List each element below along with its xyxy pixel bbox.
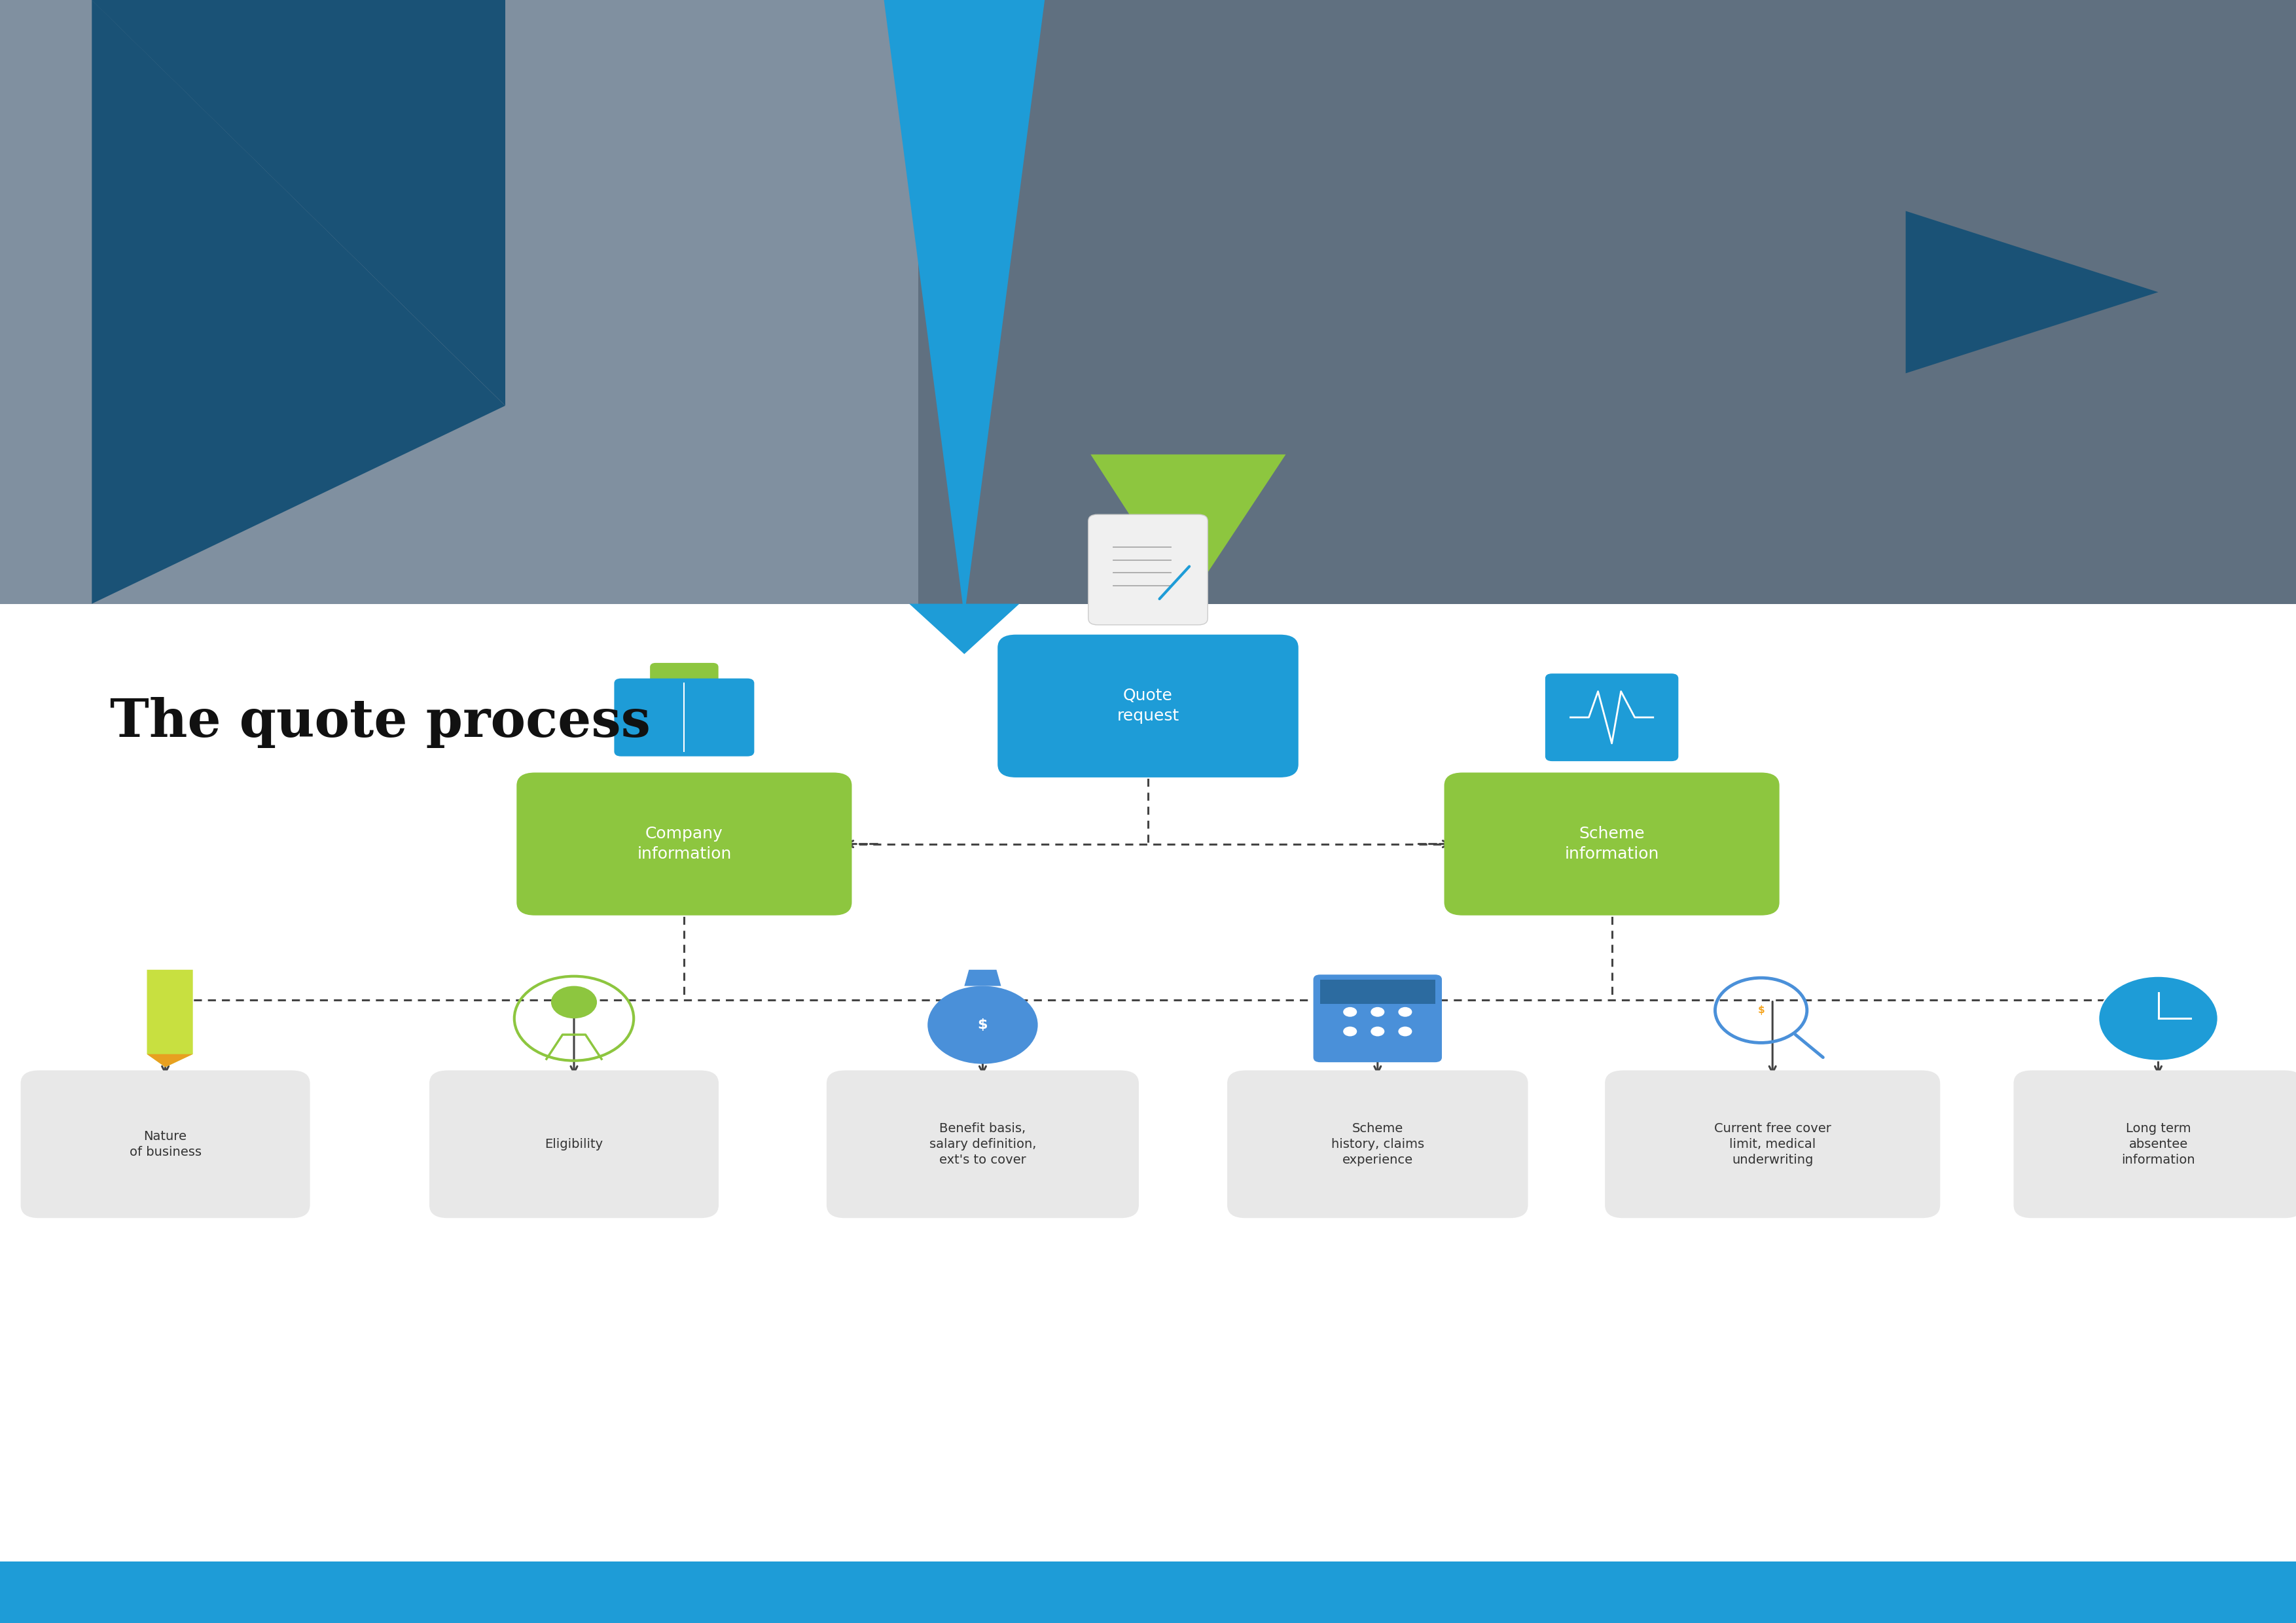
- FancyBboxPatch shape: [21, 1071, 310, 1217]
- Circle shape: [1371, 1006, 1384, 1016]
- Text: Scheme
information: Scheme information: [1564, 826, 1660, 862]
- FancyBboxPatch shape: [517, 773, 852, 915]
- Polygon shape: [884, 0, 1045, 617]
- Circle shape: [2099, 977, 2218, 1061]
- Circle shape: [1398, 1027, 1412, 1037]
- Text: Benefit basis,
salary definition,
ext's to cover: Benefit basis, salary definition, ext's …: [930, 1121, 1035, 1167]
- FancyBboxPatch shape: [1226, 1071, 1529, 1217]
- Polygon shape: [147, 971, 193, 1068]
- FancyBboxPatch shape: [613, 678, 753, 756]
- Text: Quote
request: Quote request: [1116, 688, 1180, 724]
- Circle shape: [928, 987, 1038, 1065]
- Circle shape: [1343, 1006, 1357, 1016]
- Polygon shape: [92, 0, 505, 406]
- Polygon shape: [147, 1055, 193, 1068]
- FancyBboxPatch shape: [1313, 974, 1442, 1063]
- FancyBboxPatch shape: [1545, 674, 1678, 761]
- FancyBboxPatch shape: [2014, 1071, 2296, 1217]
- Polygon shape: [1906, 211, 2158, 373]
- FancyBboxPatch shape: [429, 1071, 719, 1217]
- FancyBboxPatch shape: [0, 0, 918, 604]
- Text: Long term
absentee
information: Long term absentee information: [2122, 1121, 2195, 1167]
- Text: The quote process: The quote process: [110, 696, 650, 748]
- Circle shape: [551, 987, 597, 1019]
- Polygon shape: [92, 0, 505, 604]
- FancyBboxPatch shape: [827, 1071, 1139, 1217]
- Polygon shape: [909, 604, 1019, 654]
- FancyBboxPatch shape: [1605, 1071, 1940, 1217]
- Circle shape: [1343, 1027, 1357, 1037]
- FancyBboxPatch shape: [1444, 773, 1779, 915]
- Polygon shape: [964, 971, 1001, 987]
- Circle shape: [1398, 1006, 1412, 1016]
- Text: $: $: [1756, 1005, 1766, 1016]
- Circle shape: [1371, 1027, 1384, 1037]
- Text: Nature
of business: Nature of business: [129, 1130, 202, 1159]
- FancyBboxPatch shape: [652, 664, 716, 693]
- Text: Eligibility: Eligibility: [544, 1138, 604, 1151]
- FancyBboxPatch shape: [918, 0, 2296, 604]
- FancyBboxPatch shape: [996, 635, 1300, 777]
- Text: $: $: [978, 1018, 987, 1032]
- Text: Current free cover
limit, medical
underwriting: Current free cover limit, medical underw…: [1715, 1121, 1830, 1167]
- Text: Company
information: Company information: [636, 826, 732, 862]
- Polygon shape: [1091, 454, 1286, 604]
- Text: Scheme
history, claims
experience: Scheme history, claims experience: [1332, 1121, 1424, 1167]
- FancyBboxPatch shape: [0, 1561, 2296, 1623]
- FancyBboxPatch shape: [1320, 980, 1435, 1003]
- FancyBboxPatch shape: [1088, 514, 1208, 625]
